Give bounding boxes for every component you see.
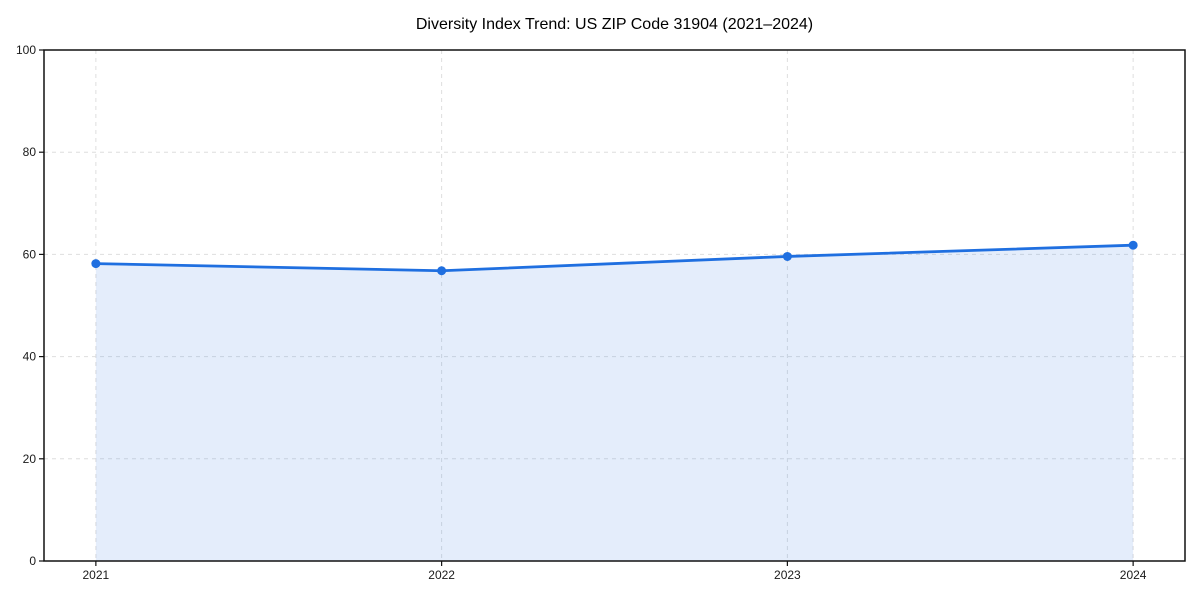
x-tick-label: 2022 <box>428 568 455 582</box>
x-tick-label: 2023 <box>774 568 801 582</box>
chart-title: Diversity Index Trend: US ZIP Code 31904… <box>416 16 813 33</box>
y-tick-label: 0 <box>29 554 36 568</box>
data-points-layer <box>91 240 1138 276</box>
y-tick-label: 60 <box>23 247 37 261</box>
area-fill-layer <box>95 245 1134 561</box>
data-point-marker <box>782 251 792 261</box>
plot-border <box>43 49 1186 562</box>
x-tick-label: 2021 <box>83 568 110 582</box>
trend-line-layer <box>94 243 1135 273</box>
axes-layer: 0 20 40 60 80 100 2021 2022 2023 2024 <box>16 43 1186 582</box>
data-point-marker <box>1128 240 1138 250</box>
y-tick-label: 20 <box>23 452 37 466</box>
y-tick-label: 100 <box>16 43 36 57</box>
area-fill <box>95 245 1134 561</box>
y-tick-label: 40 <box>23 350 37 364</box>
x-tick-label: 2024 <box>1120 568 1147 582</box>
data-point-marker <box>91 259 101 269</box>
data-point-marker <box>437 266 447 276</box>
trend-line <box>94 243 1135 273</box>
y-tick-label: 80 <box>23 145 37 159</box>
